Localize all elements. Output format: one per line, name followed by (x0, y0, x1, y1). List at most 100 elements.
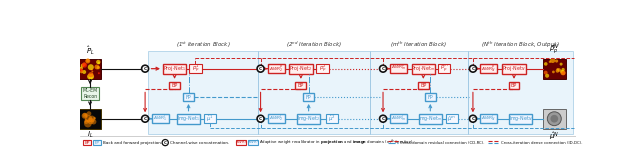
Text: C: C (164, 141, 166, 145)
Bar (467, 51, 573, 134)
Circle shape (82, 113, 88, 119)
Circle shape (86, 59, 90, 62)
FancyBboxPatch shape (177, 114, 200, 124)
Circle shape (86, 111, 92, 116)
Text: FP: FP (95, 141, 99, 145)
Circle shape (92, 71, 93, 72)
Circle shape (556, 68, 559, 70)
FancyBboxPatch shape (189, 65, 202, 73)
Circle shape (550, 115, 558, 123)
FancyBboxPatch shape (163, 64, 186, 74)
Text: C: C (471, 67, 474, 71)
Circle shape (80, 70, 83, 73)
Text: FP: FP (186, 95, 191, 100)
Circle shape (96, 60, 100, 64)
Text: Back and forward projection.: Back and forward projection. (103, 141, 163, 145)
Text: ML-EM
Recon: ML-EM Recon (83, 88, 98, 99)
Circle shape (469, 115, 476, 122)
Text: $\hat{p}_p^m$: $\hat{p}_p^m$ (440, 63, 449, 74)
Text: $AWR_N^p$: $AWR_N^p$ (481, 64, 496, 74)
FancyBboxPatch shape (419, 114, 442, 124)
Text: $AWR^I$: $AWR^I$ (246, 138, 259, 147)
Circle shape (98, 72, 100, 74)
Circle shape (88, 64, 94, 70)
Circle shape (557, 68, 561, 72)
Text: BP: BP (84, 141, 90, 145)
Text: Img-Net$_1$: Img-Net$_1$ (177, 114, 200, 123)
Circle shape (91, 119, 97, 124)
Circle shape (380, 65, 387, 72)
Text: FP: FP (428, 95, 433, 100)
FancyBboxPatch shape (438, 65, 451, 73)
FancyBboxPatch shape (316, 65, 329, 73)
FancyBboxPatch shape (204, 114, 216, 123)
Text: Cross-iteration dense connection (ID-DC).: Cross-iteration dense connection (ID-DC)… (501, 141, 582, 145)
Circle shape (560, 70, 563, 73)
Circle shape (380, 115, 387, 122)
Text: $AWR_m^I$: $AWR_m^I$ (391, 114, 406, 124)
Text: $\beta_p^N$: $\beta_p^N$ (549, 43, 559, 57)
Circle shape (81, 64, 84, 67)
Circle shape (561, 70, 566, 75)
Bar (259, 51, 370, 134)
Text: Proj-Net$_1$: Proj-Net$_1$ (163, 64, 186, 73)
FancyBboxPatch shape (83, 140, 92, 145)
Circle shape (84, 120, 88, 124)
Bar (543, 59, 566, 79)
Circle shape (550, 58, 556, 63)
Bar (79, 59, 101, 79)
Text: Img-Net$_2$: Img-Net$_2$ (297, 114, 320, 123)
Text: $AWR_1^I$: $AWR_1^I$ (154, 113, 168, 124)
Circle shape (84, 121, 86, 122)
Circle shape (162, 139, 168, 146)
Text: $AWR_m^p$: $AWR_m^p$ (391, 64, 406, 73)
Text: (1$^{st}$ Iteration Block): (1$^{st}$ Iteration Block) (176, 40, 230, 50)
FancyBboxPatch shape (169, 82, 180, 90)
Circle shape (545, 74, 549, 78)
FancyBboxPatch shape (268, 114, 285, 123)
Text: Proj-Net$_2$: Proj-Net$_2$ (289, 64, 312, 73)
Text: Adaptive weight recalibrator in $\mathbf{projection}$ and $\mathbf{image}$ domai: Adaptive weight recalibrator in $\mathbf… (259, 137, 415, 148)
Text: C: C (143, 67, 147, 71)
Circle shape (97, 66, 100, 69)
Text: $I_L$: $I_L$ (87, 130, 93, 140)
Text: FP: FP (306, 95, 312, 100)
Circle shape (561, 71, 565, 75)
Circle shape (141, 65, 148, 72)
Text: C: C (471, 117, 474, 121)
Circle shape (93, 117, 96, 119)
Bar (543, 109, 566, 129)
FancyBboxPatch shape (296, 82, 307, 90)
Text: BP: BP (172, 83, 178, 88)
Text: $\hat{p}_p^2$: $\hat{p}_p^2$ (319, 63, 326, 75)
Text: BP: BP (298, 83, 304, 88)
FancyBboxPatch shape (509, 114, 532, 124)
FancyBboxPatch shape (236, 140, 246, 145)
Circle shape (552, 71, 555, 73)
Bar (79, 109, 101, 129)
Text: $AWR_2^I$: $AWR_2^I$ (269, 113, 284, 124)
Text: Img-Net$_N$: Img-Net$_N$ (509, 114, 532, 123)
Circle shape (141, 115, 148, 122)
Circle shape (257, 65, 264, 72)
FancyBboxPatch shape (425, 93, 436, 101)
Circle shape (87, 118, 94, 124)
FancyBboxPatch shape (480, 114, 497, 123)
Text: $AWR_2^p$: $AWR_2^p$ (269, 64, 284, 74)
Circle shape (79, 68, 83, 72)
Circle shape (91, 69, 93, 71)
Circle shape (559, 63, 563, 66)
FancyBboxPatch shape (289, 64, 312, 74)
FancyBboxPatch shape (509, 82, 520, 90)
Circle shape (85, 115, 92, 122)
FancyBboxPatch shape (480, 65, 497, 73)
Circle shape (548, 60, 551, 63)
Text: C: C (381, 67, 385, 71)
FancyBboxPatch shape (183, 93, 194, 101)
Circle shape (87, 74, 93, 79)
Text: $\hat{\mu}^1$: $\hat{\mu}^1$ (206, 114, 214, 124)
Circle shape (544, 71, 548, 75)
Text: ($N^{th}$ Iteration Block, Output): ($N^{th}$ Iteration Block, Output) (481, 40, 559, 50)
Text: $AWR_N^I$: $AWR_N^I$ (481, 113, 496, 124)
Circle shape (97, 62, 100, 64)
